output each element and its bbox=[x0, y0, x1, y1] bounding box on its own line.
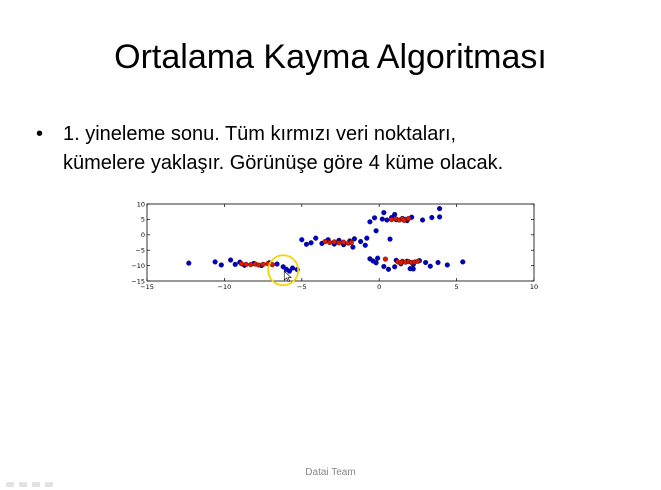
data-point bbox=[389, 217, 395, 223]
slide-title: Ortalama Kayma Algoritması bbox=[114, 38, 547, 76]
data-point bbox=[350, 244, 356, 250]
data-point bbox=[437, 206, 443, 212]
menu-icon[interactable] bbox=[32, 482, 40, 487]
data-point bbox=[384, 217, 390, 223]
slide-footer: Datai Team bbox=[305, 467, 356, 478]
data-point bbox=[375, 255, 381, 261]
x-tick-label: −15 bbox=[140, 283, 154, 291]
data-point bbox=[423, 259, 429, 266]
data-point bbox=[260, 261, 266, 267]
scatter-plot: −15 −10 −5 0 5 10 10 5 0 −5 −10 −15 bbox=[131, 200, 538, 291]
data-point bbox=[248, 262, 254, 268]
x-tick-label: 10 bbox=[530, 283, 538, 291]
data-point bbox=[392, 211, 398, 218]
data-point bbox=[186, 260, 192, 266]
data-point bbox=[429, 215, 435, 221]
data-point bbox=[299, 237, 305, 243]
bullet-symbol: • bbox=[36, 123, 44, 145]
data-point bbox=[407, 266, 413, 272]
data-point bbox=[331, 239, 337, 245]
data-point bbox=[362, 242, 368, 248]
slide-nav-controls[interactable] bbox=[6, 482, 53, 487]
y-tick-label: 5 bbox=[141, 216, 145, 224]
mouse-cursor-icon bbox=[283, 270, 292, 282]
data-point bbox=[348, 239, 354, 246]
data-point bbox=[382, 256, 388, 262]
data-point bbox=[238, 261, 244, 267]
data-point bbox=[351, 236, 357, 242]
data-point bbox=[385, 266, 392, 272]
data-point bbox=[364, 235, 370, 241]
data-point bbox=[218, 262, 224, 268]
y-tick-label: −10 bbox=[131, 262, 145, 270]
data-point bbox=[336, 240, 342, 246]
bullet-text: 1. yineleme sonu. Tüm kırmızı veri nokta… bbox=[63, 120, 623, 178]
bullet-line-1: 1. yineleme sonu. Tüm kırmızı veri nokta… bbox=[63, 123, 457, 145]
data-point bbox=[367, 219, 373, 225]
data-point bbox=[341, 239, 347, 245]
data-point bbox=[415, 258, 421, 264]
data-point bbox=[406, 215, 412, 222]
data-point bbox=[460, 259, 466, 265]
data-point bbox=[243, 261, 249, 267]
data-point bbox=[372, 215, 378, 221]
data-point bbox=[232, 261, 238, 267]
data-point bbox=[303, 241, 309, 247]
data-point bbox=[308, 240, 314, 246]
data-point bbox=[379, 216, 385, 222]
data-point bbox=[381, 210, 387, 216]
y-tick-label: 0 bbox=[141, 231, 145, 239]
data-point bbox=[322, 239, 328, 245]
x-tick-label: 5 bbox=[455, 283, 459, 291]
x-tick-label: −5 bbox=[297, 283, 307, 291]
data-point bbox=[370, 258, 376, 264]
data-point bbox=[373, 228, 379, 234]
highlight-circle bbox=[267, 254, 300, 287]
data-point bbox=[286, 268, 292, 274]
data-point bbox=[381, 263, 387, 270]
data-point bbox=[313, 235, 319, 241]
data-point bbox=[392, 264, 398, 270]
y-tick-label: −15 bbox=[131, 277, 145, 285]
data-point bbox=[437, 214, 443, 220]
data-point bbox=[398, 260, 404, 266]
data-point bbox=[387, 236, 393, 242]
bullet-line-2: kümelere yaklaşır. Görünüşe göre 4 küme … bbox=[63, 152, 504, 174]
data-point bbox=[401, 217, 407, 223]
data-point bbox=[419, 217, 426, 223]
data-point bbox=[212, 259, 218, 265]
y-tick-label: −5 bbox=[135, 247, 145, 255]
x-tick-label: −10 bbox=[218, 283, 232, 291]
data-point bbox=[427, 263, 433, 269]
next-slide-icon[interactable] bbox=[45, 482, 53, 487]
data-point bbox=[444, 262, 450, 268]
data-point bbox=[228, 257, 234, 263]
data-point bbox=[274, 261, 280, 267]
y-tick-label: 10 bbox=[137, 200, 145, 208]
x-tick-label: 0 bbox=[377, 283, 381, 291]
data-point bbox=[358, 239, 364, 245]
pen-tool-icon[interactable] bbox=[19, 482, 27, 487]
data-point bbox=[289, 265, 296, 271]
data-point bbox=[255, 262, 262, 268]
data-point bbox=[327, 239, 333, 246]
data-point bbox=[435, 259, 441, 266]
prev-slide-icon[interactable] bbox=[6, 482, 14, 487]
